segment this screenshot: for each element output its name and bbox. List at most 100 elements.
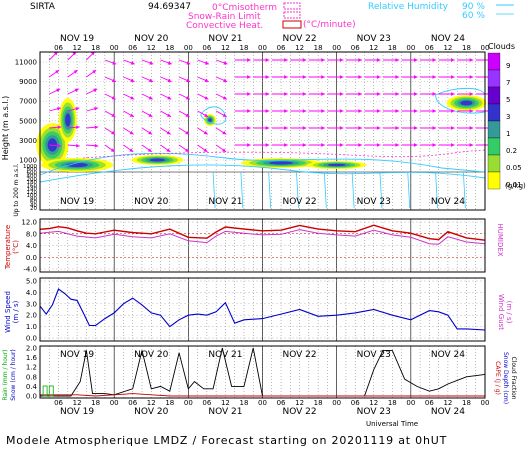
colorbar-swatch — [487, 137, 501, 156]
day-label: NOV 20 — [134, 197, 168, 207]
wind-arrow-head — [185, 96, 190, 100]
wind-arrow-head — [321, 75, 325, 79]
wind-arrow-head — [302, 143, 307, 147]
humidex-axis-label: HUMIDEX — [496, 223, 504, 256]
colorbar-swatch — [487, 52, 501, 71]
wind-arrow-head — [265, 143, 270, 147]
humidity-contour — [296, 171, 299, 209]
low-height-tick-label: 60 — [30, 200, 37, 206]
hour-tick-label: 12 — [147, 44, 156, 52]
wind-arrow-head — [395, 109, 400, 113]
wind-arrow-head — [167, 78, 172, 82]
wind-arrow-head — [57, 143, 62, 148]
footer-title: Modele Atmospherique LMDZ / Forecast sta… — [6, 434, 447, 447]
hour-tick-label: 06 — [277, 44, 286, 52]
wind-gust-axis-label: Wind Gust — [497, 294, 505, 330]
temperature-tick-label: -4.0 — [23, 266, 37, 274]
wind-arrow-head — [167, 113, 172, 117]
wind-arrow-head — [94, 125, 99, 130]
colorbar-level-label: 7 — [506, 79, 510, 87]
low-height-tick-label: 40 — [30, 203, 37, 209]
hour-tick-label: 06 — [202, 44, 211, 52]
height-axis-sublabel: Up to 200 m a.s.l. — [13, 163, 20, 216]
wind-arrow-head — [321, 92, 325, 96]
wind-arrow-head — [469, 58, 474, 62]
wind-arrow-head — [111, 96, 116, 100]
hour-tick-label: 18 — [388, 399, 397, 407]
wind-arrow-head — [265, 109, 270, 113]
temperature-axis-label: Temperature — [4, 225, 12, 270]
wind-arrow-head — [222, 96, 227, 100]
wind-arrow-head — [94, 107, 98, 111]
wind-arrow-head — [111, 113, 116, 117]
wind-arrow-head — [376, 109, 381, 113]
day-label: NOV 23 — [357, 350, 391, 360]
day-label: NOV 21 — [208, 407, 242, 417]
hour-tick-label: 12 — [443, 44, 452, 52]
low-height-tick-label: 800 — [27, 167, 38, 173]
precip-tick-label: 1.2 — [26, 364, 37, 372]
hour-tick-label: 12 — [369, 44, 378, 52]
cloud-contour — [208, 118, 212, 122]
wind-arrow-head — [129, 148, 134, 152]
wind-arrow-head — [247, 58, 251, 62]
wind-arrow-head — [149, 61, 154, 65]
day-label: NOV 22 — [283, 197, 317, 207]
low-height-tick-label: 140 — [27, 187, 38, 193]
wind-arrow-head — [358, 143, 362, 147]
wind-panel: 5.0 4.0 3.0 2.0 1.0 0.0 — [26, 277, 486, 343]
colorbar-level-label: 9 — [506, 62, 510, 70]
humidity-contour — [462, 171, 466, 209]
low-height-tick-label: 80 — [30, 196, 37, 202]
hour-tick-label: 00 — [184, 399, 193, 407]
wind-arrow-head — [111, 130, 116, 135]
hour-tick-label: 12 — [73, 44, 82, 52]
wind-arrow-head — [111, 78, 116, 82]
humidity-contour — [407, 171, 411, 209]
wind-arrow-head — [432, 143, 437, 147]
precip-tick-label: 2.0 — [26, 345, 37, 353]
hour-tick-label: 12 — [295, 44, 304, 52]
hour-tick-label: 18 — [165, 44, 174, 52]
wind-tick-label: 1.0 — [26, 323, 37, 331]
wind-arrow-head — [148, 113, 153, 117]
wind-arrow-head — [110, 148, 115, 152]
cloud-fraction-axis-label: Cloud Fraction — [510, 357, 517, 400]
colorbar-level-label: 1 — [506, 130, 510, 138]
hour-tick-label: 12 — [369, 399, 378, 407]
temperature-tick-label: 12.0 — [21, 219, 37, 227]
cloud-contour — [149, 158, 166, 162]
humidity-contour — [39, 164, 486, 183]
height-axis-label: Height (m a.s.l.) — [1, 96, 10, 161]
wind-arrow-head — [284, 143, 288, 147]
wind-arrow-head — [451, 143, 455, 147]
wind-arrow-head — [284, 126, 288, 130]
wind-arrow-head — [469, 92, 474, 96]
wind-arrow-head — [339, 143, 344, 147]
wind-arrow-head — [413, 126, 418, 130]
wind-arrow-head — [222, 113, 227, 117]
day-label: NOV 20 — [134, 350, 168, 360]
wind-arrow-head — [148, 130, 153, 135]
colorbar-level-label: 0.2 — [506, 147, 517, 155]
colorbar-unit: (g/kg) — [505, 182, 526, 190]
low-height-tick-label: 400 — [27, 174, 38, 180]
wind-arrow-head — [167, 96, 172, 100]
wind-arrow-head — [184, 148, 189, 152]
height-tick-label: 7000 — [19, 98, 37, 106]
wind-arrow-head — [222, 130, 227, 135]
legend-rh-90: 90 % — [462, 2, 485, 12]
wind-arrow-head — [321, 126, 325, 130]
wind-arrow-head — [358, 92, 362, 96]
wind-tick-label: 3.0 — [26, 300, 37, 308]
precip-tick-label: 0.4 — [26, 383, 38, 391]
height-tick-label: 3000 — [19, 137, 37, 145]
legend-rh-60: 60 % — [462, 11, 485, 21]
legend-isotherm-label: 0°Cmisotherm — [212, 3, 277, 13]
hour-tick-label: 00 — [110, 399, 119, 407]
height-tick-label: 5000 — [19, 117, 37, 125]
wind-arrow-head — [432, 92, 437, 96]
wind-arrow-head — [129, 130, 134, 135]
hour-tick-label: 06 — [128, 44, 137, 52]
